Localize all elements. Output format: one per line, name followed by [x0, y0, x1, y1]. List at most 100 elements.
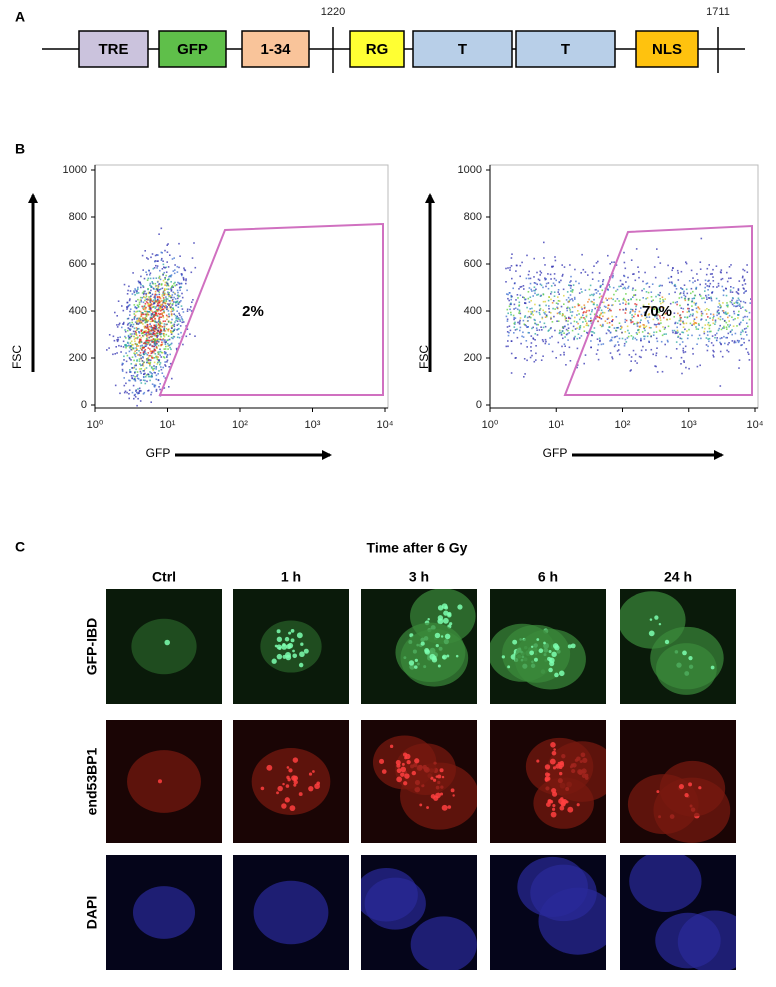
event: [144, 278, 146, 280]
event: [566, 329, 568, 331]
event: [574, 336, 576, 338]
event: [683, 294, 685, 296]
event: [119, 393, 121, 395]
y-tick-label: 0: [476, 399, 482, 411]
event: [738, 311, 740, 313]
event: [660, 322, 662, 324]
event: [128, 286, 130, 288]
event: [661, 285, 663, 287]
event: [152, 282, 154, 284]
event: [567, 307, 569, 309]
event: [591, 335, 593, 337]
event: [167, 343, 169, 345]
event: [703, 297, 705, 299]
event: [135, 343, 137, 345]
event: [630, 298, 632, 300]
panel-label: C: [15, 539, 25, 555]
event: [557, 313, 559, 315]
event: [707, 350, 709, 352]
event: [136, 323, 138, 325]
event: [711, 292, 713, 294]
event: [602, 312, 604, 314]
event: [145, 321, 147, 323]
focus: [396, 777, 402, 783]
event: [624, 262, 626, 264]
event: [600, 312, 602, 314]
event: [535, 289, 537, 291]
event: [171, 315, 173, 317]
event: [170, 311, 172, 313]
event: [180, 300, 182, 302]
focus: [679, 784, 684, 789]
event: [709, 317, 711, 319]
event: [139, 368, 141, 370]
event: [548, 282, 550, 284]
event: [554, 285, 556, 287]
event: [154, 302, 156, 304]
event: [114, 312, 116, 314]
event: [591, 311, 593, 313]
event: [613, 294, 615, 296]
event: [153, 365, 155, 367]
event: [163, 317, 165, 319]
event: [635, 306, 637, 308]
event: [694, 297, 696, 299]
event: [158, 233, 160, 235]
event: [171, 274, 173, 276]
focus: [430, 654, 436, 660]
event: [648, 322, 650, 324]
event: [641, 290, 643, 292]
event: [723, 310, 725, 312]
event: [741, 344, 743, 346]
event: [644, 272, 646, 274]
event: [508, 300, 510, 302]
event: [156, 277, 158, 279]
event: [169, 254, 171, 256]
event: [137, 287, 139, 289]
event: [133, 385, 135, 387]
event: [598, 280, 600, 282]
event: [127, 342, 129, 344]
event: [162, 367, 164, 369]
event: [625, 339, 627, 341]
event: [711, 273, 713, 275]
event: [688, 329, 690, 331]
event: [134, 311, 136, 313]
event: [545, 311, 547, 313]
event: [554, 295, 556, 297]
event: [168, 304, 170, 306]
event: [153, 330, 155, 332]
event: [140, 299, 142, 301]
event: [672, 330, 674, 332]
event: [727, 344, 729, 346]
event: [115, 346, 117, 348]
event: [687, 308, 689, 310]
event: [170, 330, 172, 332]
event: [157, 289, 159, 291]
event: [653, 332, 655, 334]
event: [134, 317, 136, 319]
event: [565, 319, 567, 321]
event: [602, 281, 604, 283]
event: [623, 298, 625, 300]
focus: [277, 644, 282, 649]
event: [155, 255, 157, 257]
event: [691, 288, 693, 290]
event: [674, 312, 676, 314]
event: [543, 327, 545, 329]
event: [171, 313, 173, 315]
event: [534, 320, 536, 322]
event: [163, 297, 165, 299]
event: [713, 286, 715, 288]
event: [157, 356, 159, 358]
event: [189, 333, 191, 335]
event: [158, 353, 160, 355]
focus: [281, 803, 286, 808]
event: [163, 264, 165, 266]
event: [601, 318, 603, 320]
event: [704, 290, 706, 292]
event: [166, 340, 168, 342]
event: [150, 283, 152, 285]
event: [746, 334, 748, 336]
